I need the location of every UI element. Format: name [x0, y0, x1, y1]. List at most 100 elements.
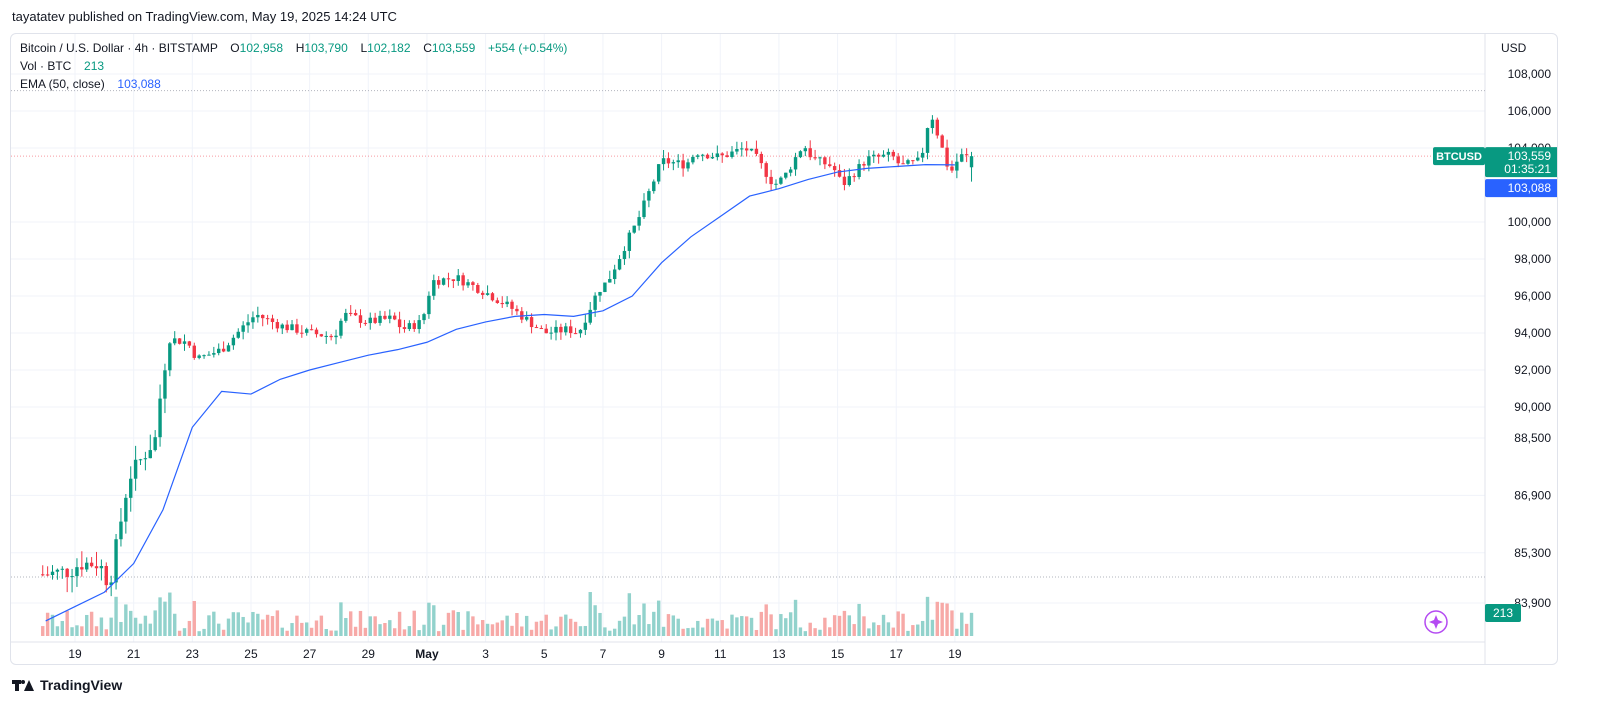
volume-bar: [246, 622, 250, 636]
price-tick-label: 83,900: [1514, 596, 1551, 610]
volume-bar: [554, 626, 558, 636]
volume-bar: [573, 621, 578, 636]
volume-bar: [89, 611, 94, 636]
candle-body: [534, 327, 539, 329]
volume-bar: [911, 625, 915, 636]
time-tick-label: May: [415, 647, 439, 661]
volume-bar: [104, 629, 108, 636]
candle-body: [832, 166, 837, 171]
candle-body: [749, 148, 754, 151]
candle-body: [798, 151, 803, 158]
legend-ema-value: 103,088: [117, 77, 161, 91]
volume-bar: [397, 611, 402, 636]
candle-body: [94, 566, 99, 569]
volume-bar: [930, 619, 935, 636]
volume-bar: [329, 630, 333, 636]
legend-volume-row: Vol · BTC 213: [20, 57, 567, 75]
candle-body: [852, 176, 856, 178]
candle-body: [197, 355, 201, 358]
candle-body: [495, 300, 500, 303]
volume-bar: [187, 620, 192, 636]
volume-bar: [583, 625, 588, 636]
candle-body: [417, 320, 421, 330]
volume-bar: [324, 628, 328, 636]
candle-body: [559, 326, 563, 333]
candle-body: [627, 232, 632, 251]
candle-body: [265, 318, 270, 320]
candle-body: [192, 345, 196, 358]
volume-bar: [334, 630, 338, 636]
volume-bar: [676, 618, 680, 636]
candle-body: [847, 176, 852, 186]
candle-body: [451, 279, 456, 282]
legend-low-label: L: [360, 41, 368, 55]
tradingview-brand[interactable]: TradingView: [12, 677, 122, 693]
candle-body: [358, 315, 363, 323]
candle-body: [319, 334, 324, 337]
candle-body: [236, 331, 240, 338]
candle-body: [329, 335, 333, 338]
legend-low-value: 102,182: [367, 41, 411, 55]
volume-bar: [461, 629, 465, 636]
volume-bar: [779, 614, 783, 636]
volume-bar: [666, 614, 671, 636]
ema-line: [45, 164, 955, 622]
volume-bar: [65, 610, 69, 636]
volume-bar: [402, 629, 407, 636]
volume-bar: [217, 623, 221, 636]
candle-body: [759, 153, 764, 164]
candle-body: [427, 295, 431, 315]
volume-bar: [231, 612, 236, 636]
candle-body: [466, 282, 470, 286]
candle-body: [935, 119, 940, 136]
volume-bar: [295, 615, 299, 636]
candle-body: [378, 315, 382, 323]
candle-body: [564, 326, 568, 333]
candle-body: [930, 119, 935, 129]
last-price-value: 103,559: [1508, 149, 1552, 163]
legend-change: +554 (+0.54%): [487, 41, 568, 55]
candle-body: [612, 269, 617, 280]
volume-bar: [608, 630, 612, 636]
volume-bar: [412, 610, 416, 636]
price-chart[interactable]: USD108,000106,000104,000100,00098,00096,…: [11, 34, 1558, 665]
sparkle-icon-star: [1429, 615, 1443, 629]
volume-bar: [705, 618, 710, 636]
candle-body: [969, 156, 974, 168]
time-tick-label: 11: [714, 647, 727, 661]
volume-bar: [41, 626, 45, 636]
candle-body: [471, 282, 475, 286]
candle-body: [916, 157, 920, 161]
candle-body: [896, 156, 900, 164]
candle-body: [412, 323, 416, 330]
tradingview-logo-icon: [12, 678, 34, 692]
candle-body: [666, 158, 671, 164]
sparkle-icon: [1424, 610, 1448, 634]
time-tick-label: 17: [890, 647, 904, 661]
chart-legend: Bitcoin / U.S. Dollar · 4h · BITSTAMP O1…: [20, 39, 567, 93]
volume-bar: [828, 627, 832, 636]
chart-frame[interactable]: USD108,000106,000104,000100,00098,00096,…: [10, 33, 1558, 665]
candle-body: [275, 322, 280, 329]
legend-open-value: 102,958: [239, 41, 284, 55]
candles: [41, 115, 974, 597]
volume-bar: [50, 614, 55, 636]
candle-body: [603, 282, 607, 292]
candle-body: [334, 335, 338, 338]
volume-bar: [505, 615, 509, 636]
time-tick-label: 29: [362, 647, 376, 661]
time-tick-label: 5: [541, 647, 548, 661]
volume-bar: [133, 617, 138, 636]
volume-bar: [744, 616, 749, 636]
candle-body: [50, 571, 55, 576]
legend-volume-label[interactable]: Vol · BTC: [20, 59, 72, 73]
volume-bar: [85, 614, 89, 636]
candle-body: [129, 478, 133, 498]
volume-bar: [925, 596, 930, 636]
legend-symbol[interactable]: Bitcoin / U.S. Dollar · 4h · BITSTAMP: [20, 41, 218, 55]
volume-bar: [622, 616, 627, 636]
legend-ema-label[interactable]: EMA (50, close): [20, 77, 105, 91]
candle-body: [133, 459, 138, 479]
candle-body: [246, 322, 250, 326]
candle-body: [652, 181, 656, 192]
